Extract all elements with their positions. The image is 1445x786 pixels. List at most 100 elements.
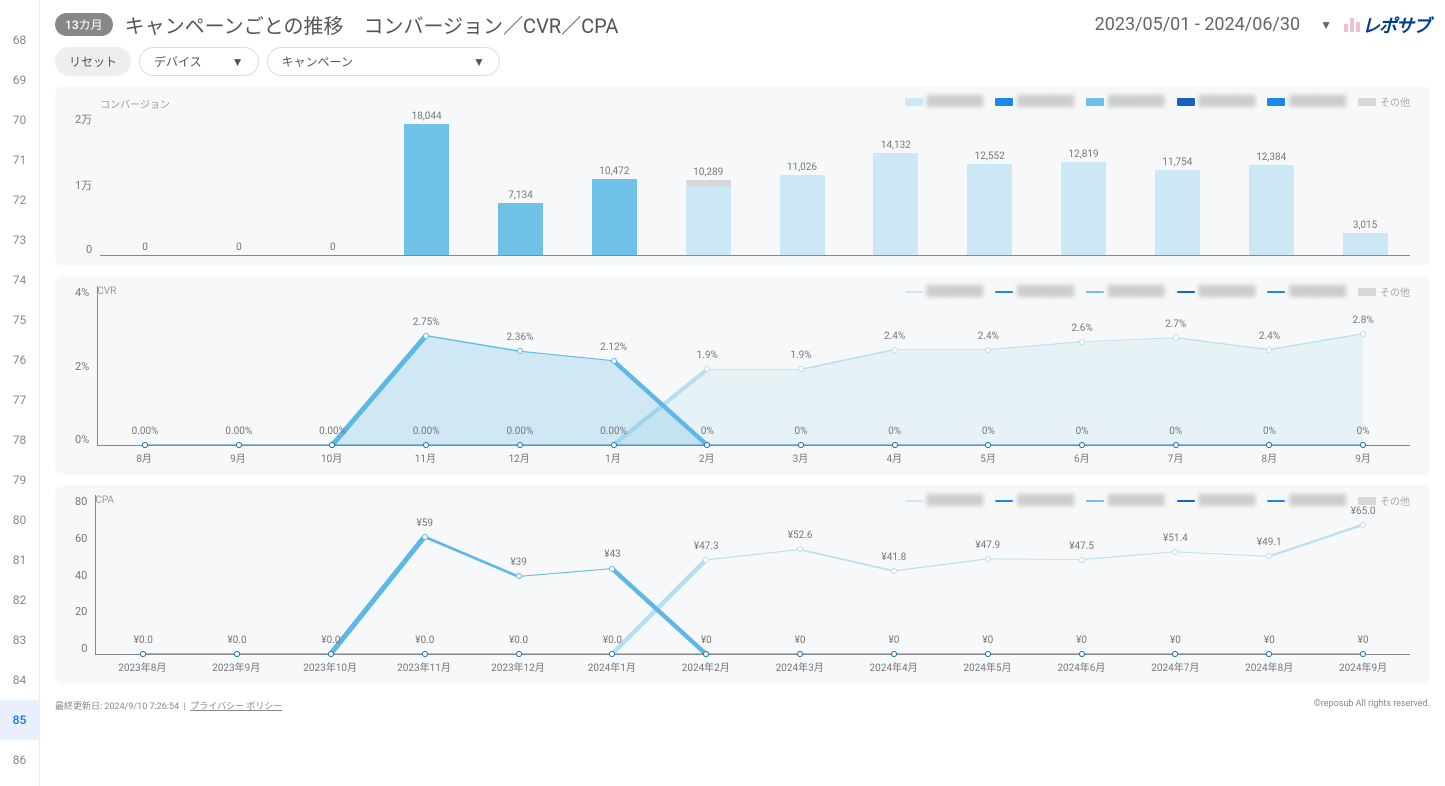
data-point[interactable] xyxy=(516,651,522,657)
bar-group[interactable]: 12,552 xyxy=(945,151,1035,255)
data-point[interactable] xyxy=(423,333,429,339)
row-number[interactable]: 71 xyxy=(0,140,39,180)
data-point[interactable] xyxy=(1360,522,1366,528)
row-number[interactable]: 70 xyxy=(0,100,39,140)
data-label: ¥65.0 xyxy=(1351,506,1376,517)
row-number[interactable]: 77 xyxy=(0,380,39,420)
bar-group[interactable]: 11,754 xyxy=(1132,157,1222,255)
data-label: 2.6% xyxy=(1071,323,1092,334)
row-number[interactable]: 76 xyxy=(0,340,39,380)
bar-value-label: 3,015 xyxy=(1353,220,1377,231)
row-number[interactable]: 68 xyxy=(0,20,39,60)
data-point[interactable] xyxy=(985,651,991,657)
row-number[interactable]: 69 xyxy=(0,60,39,100)
row-number[interactable]: 80 xyxy=(0,500,39,540)
data-point[interactable] xyxy=(517,442,523,448)
data-point[interactable] xyxy=(985,556,991,562)
data-point[interactable] xyxy=(1266,553,1272,559)
row-number[interactable]: 82 xyxy=(0,580,39,620)
row-number[interactable]: 83 xyxy=(0,620,39,660)
row-number[interactable]: 81 xyxy=(0,540,39,580)
privacy-link[interactable]: プライバシー ポリシー xyxy=(190,702,282,712)
row-number[interactable]: 79 xyxy=(0,460,39,500)
data-point[interactable] xyxy=(517,348,523,354)
bar-group[interactable]: 18,044 xyxy=(382,111,472,255)
date-range[interactable]: 2023/05/01 - 2024/06/30 xyxy=(1095,14,1300,35)
data-point[interactable] xyxy=(1079,339,1085,345)
data-point[interactable] xyxy=(1266,651,1272,657)
data-point[interactable] xyxy=(1360,651,1366,657)
data-point[interactable] xyxy=(1173,442,1179,448)
data-point[interactable] xyxy=(704,442,710,448)
data-point[interactable] xyxy=(1360,331,1366,337)
data-point[interactable] xyxy=(891,568,897,574)
data-label: ¥0 xyxy=(1170,635,1181,646)
chevron-down-icon[interactable]: ▼ xyxy=(1320,18,1332,32)
bar-group[interactable]: 14,132 xyxy=(851,140,941,255)
data-point[interactable] xyxy=(704,366,710,372)
data-point[interactable] xyxy=(236,442,242,448)
data-point[interactable] xyxy=(797,651,803,657)
data-point[interactable] xyxy=(1266,442,1272,448)
data-point[interactable] xyxy=(422,651,428,657)
data-point[interactable] xyxy=(328,651,334,657)
data-point[interactable] xyxy=(985,442,991,448)
data-point[interactable] xyxy=(329,442,335,448)
data-point[interactable] xyxy=(234,651,240,657)
data-point[interactable] xyxy=(798,366,804,372)
row-number[interactable]: 78 xyxy=(0,420,39,460)
bar-value-label: 0 xyxy=(236,242,242,253)
data-point[interactable] xyxy=(1079,442,1085,448)
bar-group[interactable]: 11,026 xyxy=(757,162,847,255)
campaign-select[interactable]: キャンペーン ▼ xyxy=(267,47,500,76)
x-axis-label: 3月 xyxy=(754,450,848,465)
data-point[interactable] xyxy=(142,442,148,448)
bar-group[interactable]: 0 xyxy=(288,242,378,255)
data-point[interactable] xyxy=(703,651,709,657)
data-point[interactable] xyxy=(609,566,615,572)
row-number[interactable]: 73 xyxy=(0,220,39,260)
data-point[interactable] xyxy=(797,546,803,552)
data-point[interactable] xyxy=(891,651,897,657)
data-point[interactable] xyxy=(1079,651,1085,657)
data-point[interactable] xyxy=(1173,335,1179,341)
data-point[interactable] xyxy=(1360,442,1366,448)
data-point[interactable] xyxy=(1266,347,1272,353)
row-number[interactable]: 74 xyxy=(0,260,39,300)
row-number[interactable]: 84 xyxy=(0,660,39,700)
data-point[interactable] xyxy=(423,442,429,448)
reset-button[interactable]: リセット xyxy=(55,47,131,76)
bar-group[interactable]: 0 xyxy=(194,242,284,255)
bar-group[interactable]: 10,289 xyxy=(663,167,753,255)
data-point[interactable] xyxy=(1172,549,1178,555)
bar-value-label: 12,819 xyxy=(1069,149,1099,160)
data-point[interactable] xyxy=(611,442,617,448)
x-axis-label: 2024年3月 xyxy=(753,659,847,674)
x-axis-label: 2023年9月 xyxy=(189,659,283,674)
data-point[interactable] xyxy=(798,442,804,448)
bar-group[interactable]: 7,134 xyxy=(476,190,566,255)
data-point[interactable] xyxy=(609,651,615,657)
bar-group[interactable]: 0 xyxy=(100,242,190,255)
bar-group[interactable]: 3,015 xyxy=(1320,220,1410,255)
data-point[interactable] xyxy=(422,534,428,540)
data-label: ¥0 xyxy=(795,635,806,646)
row-number[interactable]: 85 xyxy=(0,700,39,740)
row-number[interactable]: 75 xyxy=(0,300,39,340)
bar-group[interactable]: 10,472 xyxy=(569,166,659,255)
data-point[interactable] xyxy=(140,651,146,657)
device-select[interactable]: デバイス ▼ xyxy=(139,47,259,76)
data-point[interactable] xyxy=(516,573,522,579)
row-number[interactable]: 72 xyxy=(0,180,39,220)
data-point[interactable] xyxy=(703,557,709,563)
row-number[interactable]: 86 xyxy=(0,740,39,780)
data-point[interactable] xyxy=(985,347,991,353)
bar-group[interactable]: 12,384 xyxy=(1226,152,1316,255)
data-point[interactable] xyxy=(1079,557,1085,563)
data-point[interactable] xyxy=(611,358,617,364)
data-point[interactable] xyxy=(1172,651,1178,657)
data-label: 2.36% xyxy=(506,332,533,343)
data-point[interactable] xyxy=(892,347,898,353)
data-point[interactable] xyxy=(892,442,898,448)
bar-group[interactable]: 12,819 xyxy=(1039,149,1129,255)
